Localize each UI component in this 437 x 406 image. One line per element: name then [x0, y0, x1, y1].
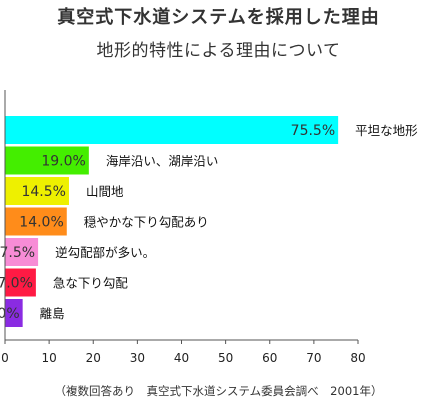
- x-tick-label-30: 30: [130, 351, 145, 365]
- source-note: （複数回答あり 真空式下水道システム委員会調べ 2001年）: [54, 384, 383, 398]
- bar-2: [5, 146, 89, 175]
- x-tick-label-60: 60: [262, 351, 277, 365]
- bar-1: [5, 116, 339, 144]
- category-label-1: 平坦な地形: [355, 123, 418, 138]
- category-label-5: 逆勾配部が多い。: [55, 245, 155, 260]
- bar-3: [5, 177, 69, 205]
- chart-title: 真空式下水道システムを採用した理由: [57, 7, 380, 28]
- category-label-6: 急な下り勾配: [53, 276, 129, 291]
- value-label-3: 14.5%: [21, 184, 65, 200]
- x-tick-label-80: 80: [350, 351, 365, 365]
- value-label-7: 4.0%: [0, 306, 20, 322]
- x-tick-label-10: 10: [41, 351, 56, 365]
- bar-6: [5, 268, 36, 297]
- x-tick-label-20: 20: [86, 351, 101, 365]
- category-label-2: 海岸沿い、湖岸沿い: [106, 154, 219, 169]
- x-tick-label-50: 50: [218, 351, 233, 365]
- bar-4: [5, 207, 67, 236]
- value-label-4: 14.0%: [19, 215, 63, 231]
- x-tick-label-70: 70: [306, 351, 321, 365]
- category-label-4: 穏やかな下り勾配あり: [84, 215, 209, 230]
- x-tick-label-40: 40: [174, 351, 189, 365]
- value-label-1: 75.5%: [291, 123, 335, 139]
- category-label-3: 山間地: [86, 184, 124, 199]
- bar-5: [5, 238, 39, 266]
- category-label-7: 離島: [40, 306, 65, 321]
- value-label-5: 7.5%: [0, 245, 35, 261]
- value-label-6: 7.0%: [0, 276, 33, 292]
- chart-subtitle: 地形的特性による理由について: [96, 41, 341, 61]
- x-tick-label-0: 0: [1, 351, 9, 365]
- value-label-2: 19.0%: [41, 154, 85, 170]
- bar-7: [5, 299, 23, 327]
